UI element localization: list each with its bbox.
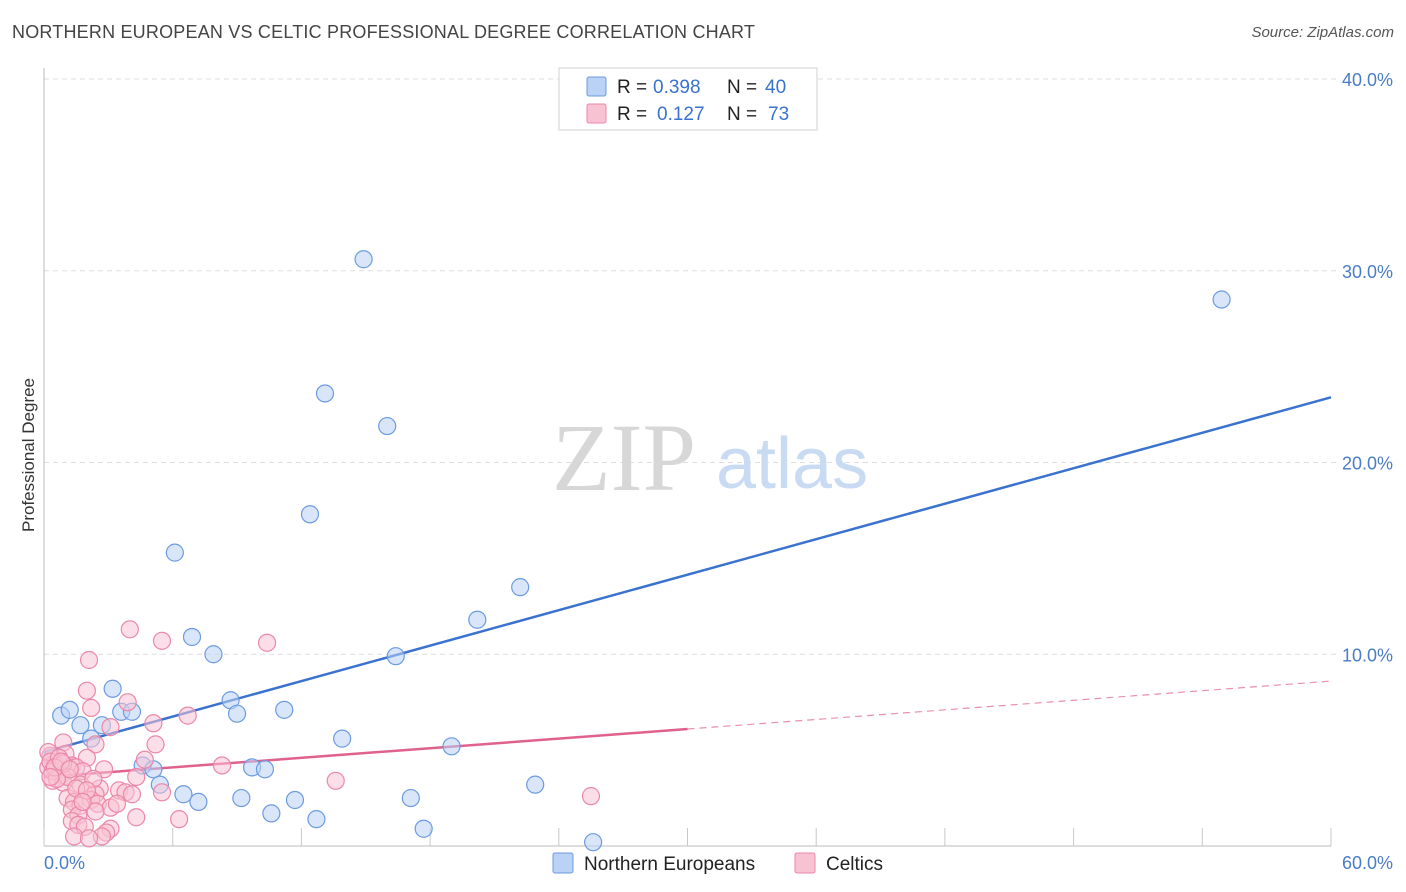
series-points-celtics <box>39 620 601 848</box>
northern-europeans-point-2 <box>315 384 335 403</box>
celtics-point-1 <box>152 631 172 650</box>
y-tick-label-3: 40.0% <box>1342 70 1393 90</box>
celtics-point-34 <box>152 783 172 802</box>
celtics-point-27 <box>326 771 345 790</box>
celtics-point-5 <box>118 693 137 712</box>
northern-europeans-point-4 <box>300 505 320 524</box>
celtics-point-7 <box>178 706 197 725</box>
celtics-point-9 <box>101 718 120 737</box>
source-label: Source: ZipAtlas.com <box>1251 24 1394 41</box>
northern-europeans-point-1 <box>1212 290 1231 309</box>
celtics-point-70 <box>60 760 79 779</box>
northern-europeans-point-22 <box>333 729 352 748</box>
legend-n-label-pink: N = <box>727 104 757 125</box>
y-tick-label-1: 20.0% <box>1342 454 1393 474</box>
series-label-celtics: Celtics <box>826 854 883 875</box>
celtics-point-11 <box>146 735 165 754</box>
x-tick-label-0: 0.0% <box>44 853 85 873</box>
northern-europeans-point-32 <box>232 788 251 808</box>
series-swatch-northern-europeans <box>552 852 574 874</box>
legend-r-value-blue: 0.398 <box>653 77 701 98</box>
legend-r-value-pink: 0.127 <box>657 104 705 125</box>
celtics-point-47 <box>127 808 146 827</box>
northern-europeans-point-13 <box>60 700 79 719</box>
northern-europeans-point-11 <box>103 679 122 698</box>
celtics-point-16 <box>135 750 154 769</box>
celtics-point-3 <box>79 650 99 670</box>
celtics-point-71 <box>41 767 60 787</box>
tick-labels: 10.0% 20.0% 30.0% 40.0% 0.0% 60.0% <box>44 70 1393 873</box>
celtics-point-36 <box>122 785 142 804</box>
series-legend: Northern Europeans Celtics <box>552 852 883 875</box>
legend-swatch-pink <box>586 103 607 124</box>
northern-europeans-point-19 <box>275 700 294 719</box>
northern-europeans-trend-line <box>43 396 1332 754</box>
celtics-point-54 <box>64 827 84 846</box>
northern-europeans-point-10 <box>386 647 405 666</box>
celtics-point-26 <box>127 767 146 787</box>
northern-europeans-point-26 <box>255 760 275 779</box>
northern-europeans-point-31 <box>189 792 208 811</box>
celtics-point-8 <box>144 714 163 733</box>
stats-legend: R = 0.398 N = 40 R = 0.127 N = 73 <box>558 67 818 131</box>
celtics-point-45 <box>86 802 105 821</box>
northern-europeans-point-5 <box>165 543 184 562</box>
northern-europeans-point-3 <box>378 416 397 436</box>
y-tick-label-2: 30.0% <box>1342 262 1393 282</box>
legend-n-value-blue: 40 <box>765 77 786 98</box>
celtics-point-56 <box>79 829 99 848</box>
legend-swatch-blue <box>586 76 607 97</box>
northern-europeans-point-36 <box>307 810 326 829</box>
celtics-point-48 <box>170 810 189 829</box>
celtics-point-72 <box>73 792 92 811</box>
northern-europeans-point-33 <box>285 790 305 810</box>
celtics-point-4 <box>77 681 97 700</box>
watermark: ZIP atlas <box>552 404 868 511</box>
northern-europeans-point-9 <box>204 645 223 664</box>
celtics-point-66 <box>107 794 127 813</box>
northern-europeans-point-34 <box>401 788 420 808</box>
chart-title: NORTHERN EUROPEAN VS CELTIC PROFESSIONAL… <box>12 22 756 42</box>
series-label-northern-europeans: Northern Europeans <box>584 854 755 875</box>
watermark-zip: ZIP <box>552 404 696 511</box>
northern-europeans-point-30 <box>174 785 193 804</box>
celtics-point-12 <box>86 735 105 754</box>
northern-europeans-point-7 <box>468 610 487 629</box>
y-axis-label: Professional Degree <box>19 378 38 532</box>
celtics-point-0 <box>120 620 139 639</box>
northern-europeans-point-23 <box>442 737 461 756</box>
x-tick-label-1: 60.0% <box>1342 853 1393 873</box>
legend-n-value-pink: 73 <box>768 104 789 125</box>
watermark-atlas: atlas <box>716 424 868 504</box>
y-tick-label-0: 10.0% <box>1342 645 1393 665</box>
celtics-trend-extension <box>687 680 1332 730</box>
legend-r-label-pink: R = <box>617 104 647 125</box>
northern-europeans-point-20 <box>227 704 247 723</box>
northern-europeans-point-35 <box>262 804 281 823</box>
axes <box>43 68 1332 847</box>
celtics-point-37 <box>581 787 601 806</box>
celtics-point-6 <box>82 698 101 718</box>
series-points-northern-europeans <box>43 250 1231 852</box>
data-points <box>39 250 1231 852</box>
celtics-point-19 <box>212 756 232 775</box>
northern-europeans-point-29 <box>526 775 545 794</box>
northern-europeans-point-8 <box>182 627 202 647</box>
northern-europeans-point-37 <box>414 819 433 838</box>
northern-europeans-point-38 <box>584 833 603 852</box>
series-swatch-celtics <box>794 852 816 874</box>
northern-europeans-point-6 <box>511 578 530 597</box>
legend-r-label-blue: R = <box>617 77 647 98</box>
celtics-point-2 <box>257 633 277 652</box>
northern-europeans-point-0 <box>354 250 373 269</box>
northern-europeans-point-17 <box>71 716 90 735</box>
legend-n-label-blue: N = <box>727 77 757 98</box>
grid-lines <box>44 78 1339 655</box>
